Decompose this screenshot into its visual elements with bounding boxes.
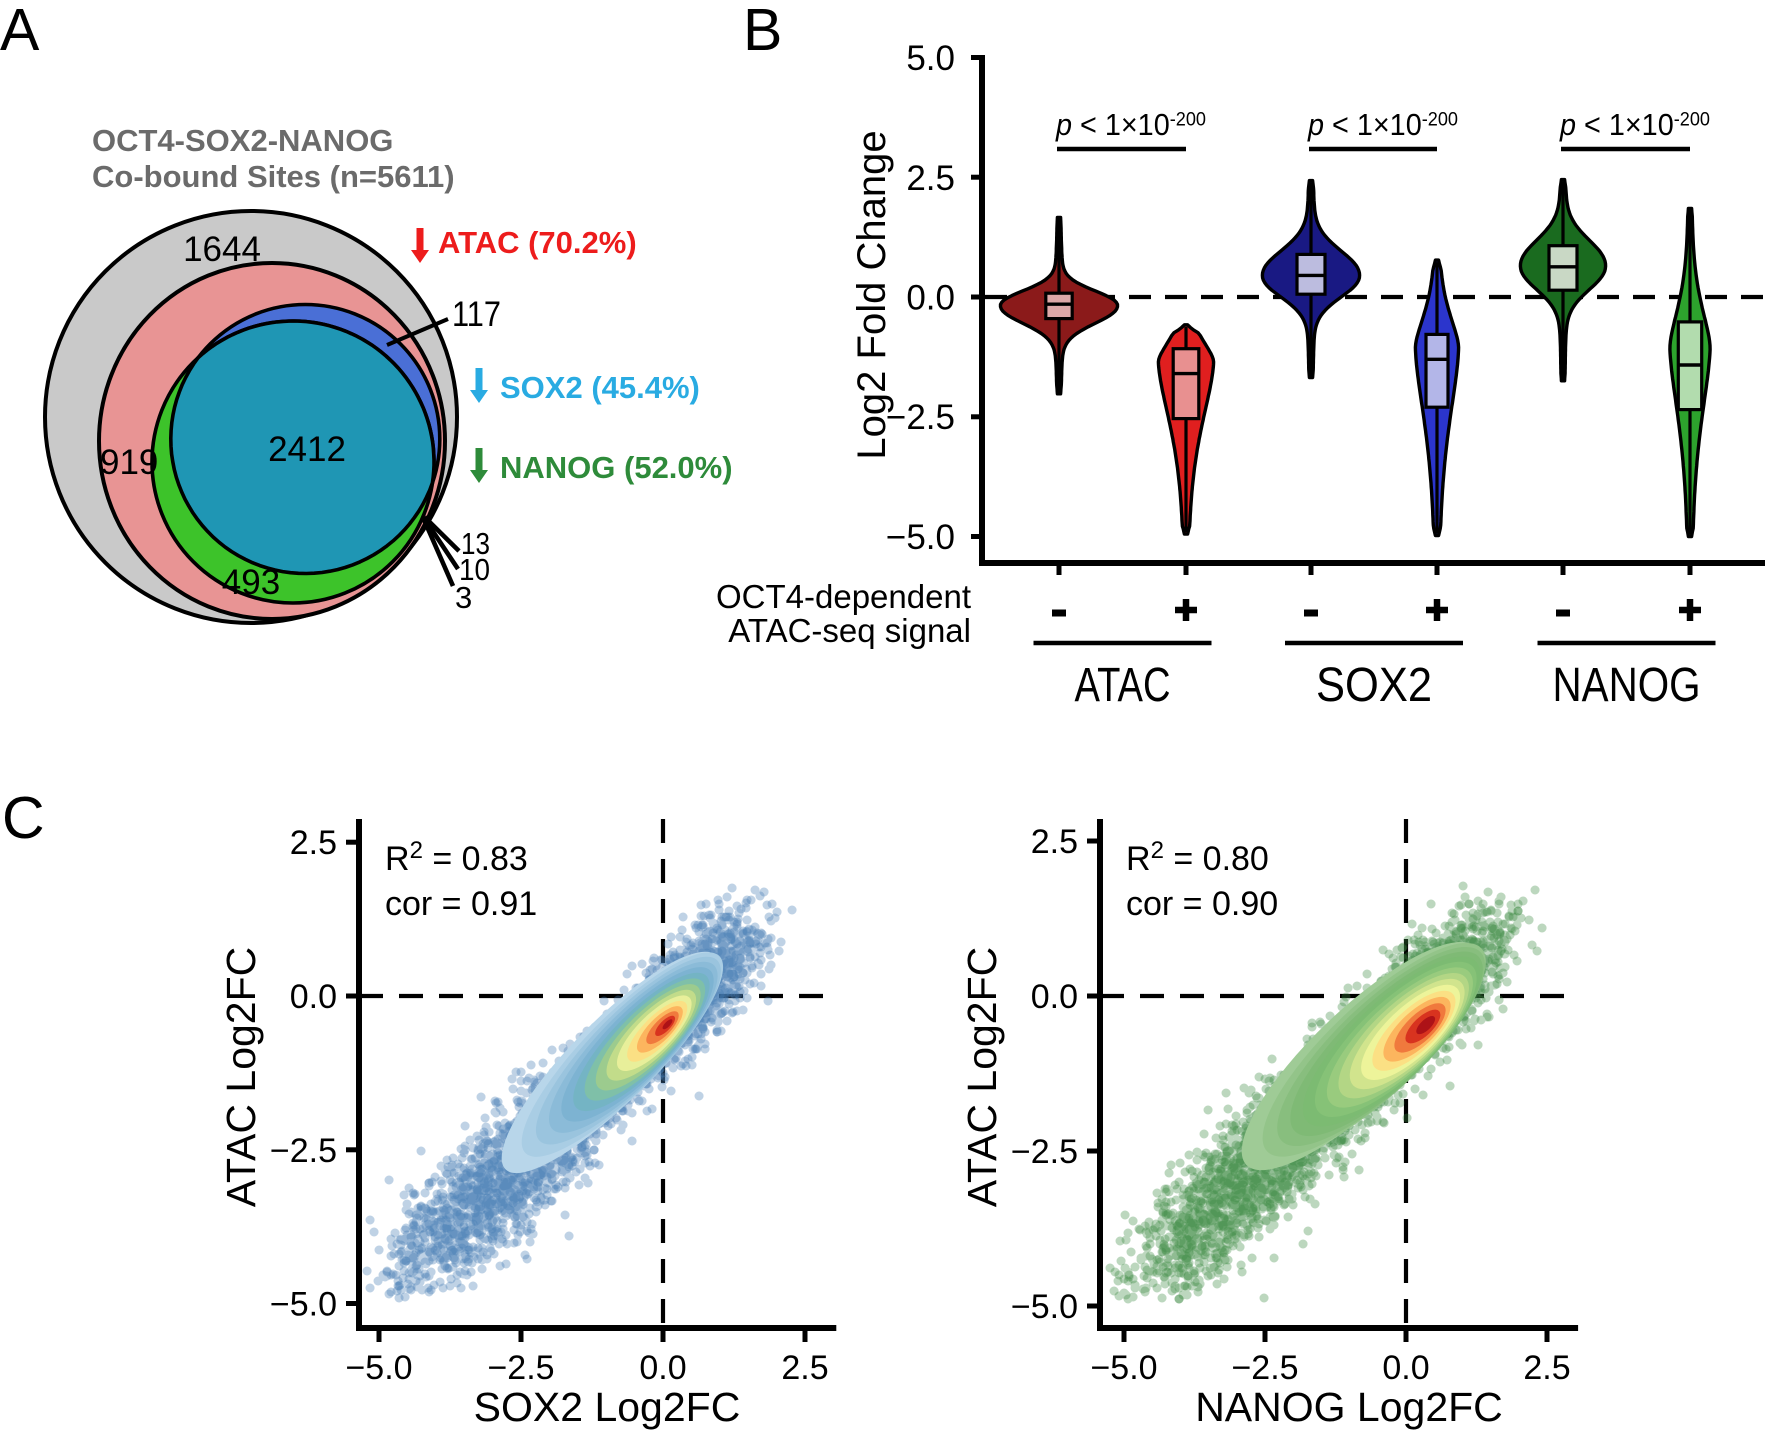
svg-text:OCT4-SOX2-NANOG: OCT4-SOX2-NANOG [92, 123, 393, 158]
svg-text:3: 3 [455, 580, 472, 615]
svg-text:−5.0: −5.0 [270, 1286, 337, 1324]
svg-text:SOX2 Log2FC: SOX2 Log2FC [474, 1384, 741, 1430]
svg-text:117: 117 [452, 295, 501, 334]
svg-text:NANOG: NANOG [1553, 659, 1701, 712]
svg-text:−2.5: −2.5 [1011, 1133, 1078, 1171]
svg-text:cor = 0.91: cor = 0.91 [385, 885, 537, 923]
svg-text:ATAC-seq signal: ATAC-seq signal [728, 612, 971, 649]
svg-text:−5.0: −5.0 [1090, 1349, 1157, 1387]
svg-text:NANOG Log2FC: NANOG Log2FC [1195, 1384, 1503, 1430]
svg-text:493: 493 [222, 563, 280, 602]
svg-text:0.0: 0.0 [1031, 978, 1078, 1016]
svg-text:SOX2 (45.4%): SOX2 (45.4%) [500, 370, 700, 405]
svg-text:10: 10 [459, 552, 490, 587]
svg-text:p < 1×10-200: p < 1×10-200 [1307, 107, 1458, 142]
svg-text:R2 = 0.80: R2 = 0.80 [1126, 837, 1269, 878]
svg-text:−2.5: −2.5 [886, 398, 955, 437]
svg-text:B: B [743, 0, 782, 63]
svg-text:2.5: 2.5 [1523, 1349, 1570, 1387]
svg-text:0.0: 0.0 [906, 279, 955, 318]
svg-text:1644: 1644 [183, 230, 261, 269]
svg-text:−5.0: −5.0 [1011, 1288, 1078, 1326]
svg-text:5.0: 5.0 [906, 39, 955, 78]
svg-text:919: 919 [100, 443, 158, 482]
svg-text:Co-bound Sites (n=5611): Co-bound Sites (n=5611) [92, 159, 455, 194]
svg-text:2.5: 2.5 [906, 159, 955, 198]
svg-text:SOX2: SOX2 [1316, 659, 1432, 712]
svg-text:ATAC: ATAC [1075, 659, 1171, 712]
svg-text:Log2 Fold Change: Log2 Fold Change [850, 130, 894, 459]
svg-text:−2.5: −2.5 [1231, 1349, 1298, 1387]
svg-text:ATAC (70.2%): ATAC (70.2%) [438, 225, 637, 260]
svg-text:C: C [2, 785, 45, 851]
svg-text:2.5: 2.5 [781, 1349, 828, 1387]
svg-text:13: 13 [461, 526, 490, 561]
svg-text:0.0: 0.0 [290, 978, 337, 1016]
svg-text:OCT4-dependent: OCT4-dependent [716, 578, 971, 615]
svg-text:0.0: 0.0 [639, 1349, 686, 1387]
svg-text:−2.5: −2.5 [270, 1132, 337, 1170]
svg-text:p < 1×10-200: p < 1×10-200 [1055, 107, 1206, 142]
svg-text:ATAC Log2FC: ATAC Log2FC [959, 947, 1005, 1208]
svg-text:ATAC Log2FC: ATAC Log2FC [218, 947, 264, 1208]
svg-text:cor = 0.90: cor = 0.90 [1126, 885, 1278, 923]
svg-text:−2.5: −2.5 [487, 1349, 554, 1387]
svg-text:−5.0: −5.0 [345, 1349, 412, 1387]
svg-text:A: A [0, 0, 40, 63]
svg-text:2.5: 2.5 [290, 824, 337, 862]
svg-text:0.0: 0.0 [1382, 1349, 1429, 1387]
svg-text:2412: 2412 [268, 430, 346, 469]
svg-text:NANOG (52.0%): NANOG (52.0%) [500, 450, 733, 485]
svg-text:2.5: 2.5 [1031, 823, 1078, 861]
svg-text:p < 1×10-200: p < 1×10-200 [1559, 107, 1710, 142]
svg-text:−5.0: −5.0 [886, 518, 955, 557]
svg-text:R2 = 0.83: R2 = 0.83 [385, 837, 528, 878]
